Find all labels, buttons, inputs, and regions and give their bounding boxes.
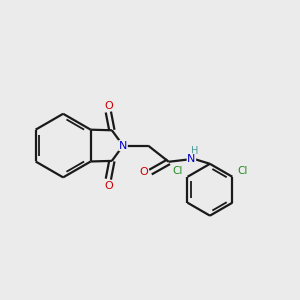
Text: Cl: Cl — [238, 167, 248, 176]
Text: N: N — [187, 154, 196, 164]
Text: N: N — [119, 141, 127, 151]
Text: O: O — [104, 181, 113, 190]
Text: O: O — [140, 167, 148, 177]
Text: O: O — [104, 100, 113, 110]
Text: H: H — [191, 146, 198, 157]
Text: Cl: Cl — [172, 167, 182, 176]
